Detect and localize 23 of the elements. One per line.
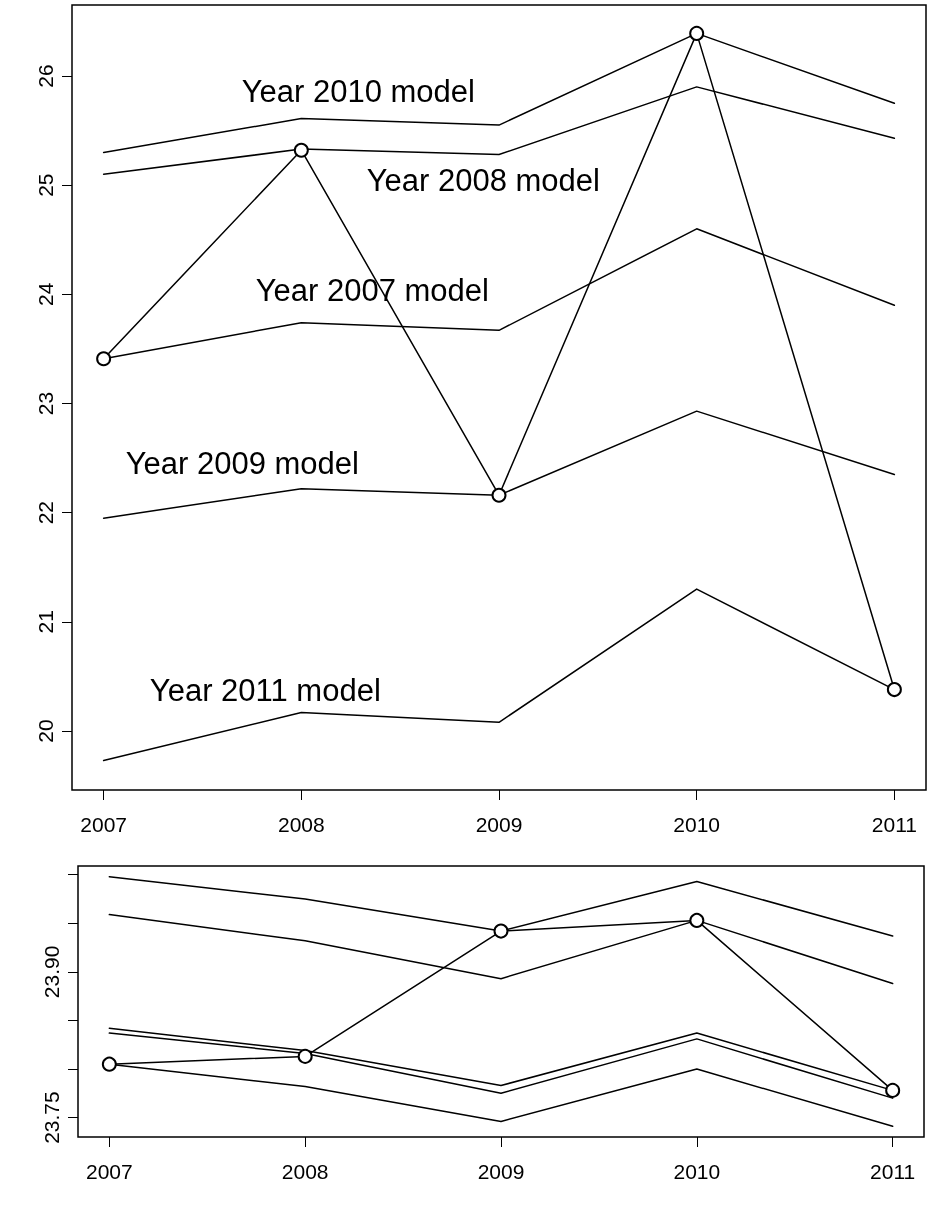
series-label: Year 2011 model [149, 672, 381, 708]
y-tick-label: 23 [34, 391, 57, 416]
y-tick-label: 25 [34, 173, 57, 197]
x-tick-label: 2007 [85, 1160, 133, 1183]
series-label: Year 2010 model [241, 74, 475, 110]
x-tick-label: 2009 [475, 813, 523, 836]
series-label: Year 2009 model [125, 446, 359, 482]
x-tick-label: 2009 [477, 1160, 525, 1183]
series-label: Year 2008 model [366, 162, 600, 198]
y-tick-label: 23.75 [40, 1091, 63, 1144]
y-tick-label: 22 [34, 501, 57, 525]
x-tick-label: 2011 [870, 1160, 916, 1183]
x-tick-label: 2010 [673, 813, 721, 836]
y-tick-label: 23.90 [40, 945, 63, 999]
y-tick-label: 26 [34, 64, 57, 88]
x-tick-label: 2011 [871, 813, 917, 836]
x-tick-label: 2008 [281, 1160, 329, 1183]
y-tick-label: 24 [34, 282, 57, 307]
y-tick-label: 20 [34, 719, 57, 743]
x-tick-label: 2007 [80, 813, 127, 836]
x-tick-label: 2008 [277, 813, 325, 836]
x-tick-label: 2010 [673, 1160, 721, 1183]
y-tick-label: 21 [34, 610, 57, 634]
